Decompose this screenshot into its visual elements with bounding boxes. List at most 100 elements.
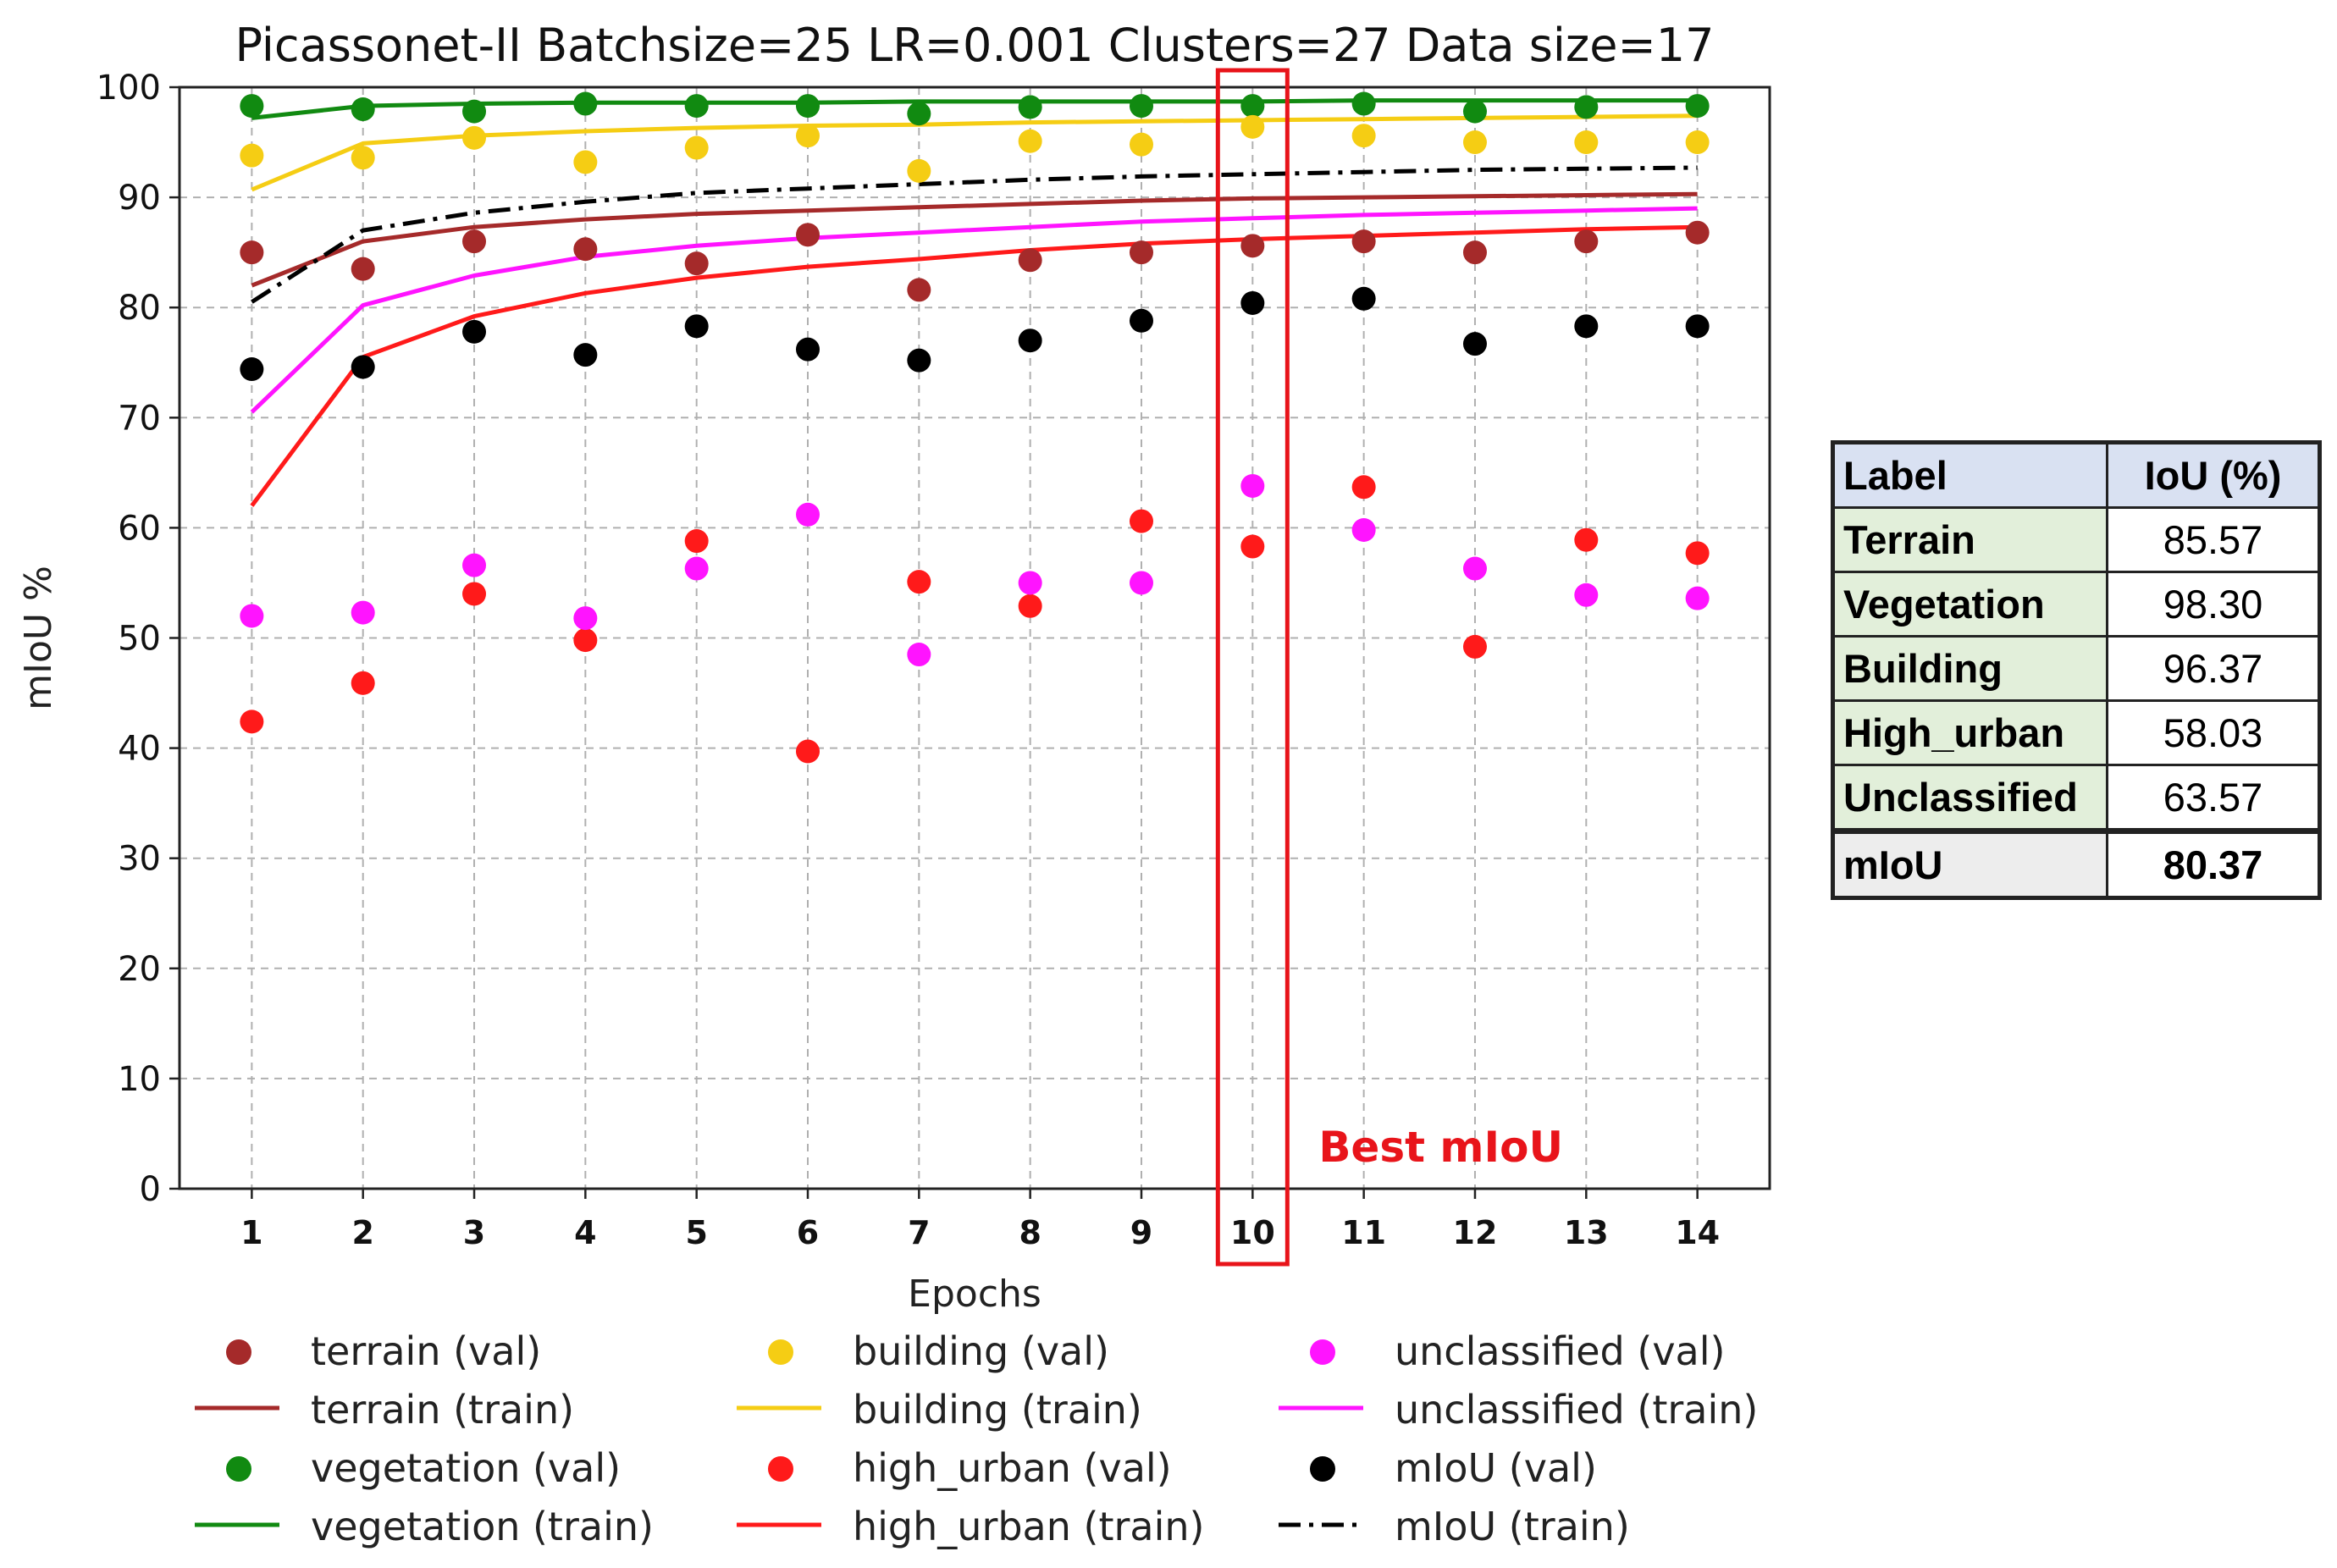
data-point: [1462, 634, 1487, 659]
data-point: [1574, 229, 1599, 254]
data-point: [684, 314, 709, 339]
data-point: [573, 150, 598, 174]
table-row-value: 96.37: [2106, 635, 2321, 702]
legend-marker: [768, 1339, 793, 1365]
best-epoch-highlight-box: [1215, 68, 1290, 1267]
y-tick-label: 70: [118, 399, 161, 438]
table-row: Vegetation 98.30: [1831, 571, 2321, 638]
data-point: [684, 556, 709, 581]
data-point: [462, 229, 487, 254]
data-point: [1462, 332, 1487, 356]
series-line-building-train: [251, 113, 1698, 192]
table-row-label: Vegetation: [1831, 571, 2108, 638]
data-point: [796, 502, 820, 527]
data-point: [462, 582, 487, 606]
table-total-row: mIoU 80.37: [1831, 828, 2321, 899]
data-point: [240, 604, 264, 628]
data-point: [684, 529, 709, 554]
data-point: [796, 223, 820, 247]
data-point: [1574, 314, 1599, 339]
data-point: [907, 570, 931, 594]
y-tick-label: 30: [118, 840, 161, 879]
y-tick-label: 40: [118, 730, 161, 769]
best-miou-label: Best mIoU: [1318, 1123, 1563, 1172]
x-tick-label: 5: [685, 1214, 707, 1251]
legend-label: unclassified (val): [1395, 1328, 1725, 1374]
table-row-value: 98.30: [2106, 571, 2321, 638]
table-row: High_urban 58.03: [1831, 699, 2321, 766]
table-row-value: 85.57: [2106, 506, 2321, 573]
data-point: [1240, 290, 1265, 315]
data-point: [351, 146, 375, 170]
data-point: [907, 278, 931, 302]
table-row-label: Terrain: [1831, 506, 2108, 573]
x-tick-label: 12: [1453, 1214, 1498, 1251]
legend-label: building (val): [853, 1328, 1109, 1374]
data-point: [351, 257, 375, 281]
data-point: [462, 125, 487, 150]
data-point: [1685, 94, 1710, 119]
legend-label: building (train): [853, 1387, 1142, 1433]
data-point: [1129, 94, 1153, 119]
data-point: [1129, 240, 1153, 265]
data-point: [1018, 329, 1042, 353]
data-point: [1685, 314, 1710, 339]
plot-area: [180, 87, 1770, 1189]
table-row-value: 58.03: [2106, 699, 2321, 766]
data-point: [1574, 582, 1599, 607]
data-point: [573, 237, 598, 262]
series-line-high-urban-train: [250, 224, 1698, 507]
table-header-value: IoU (%): [2106, 441, 2321, 509]
data-point: [1018, 95, 1042, 119]
data-point: [1574, 527, 1599, 552]
data-point: [1351, 518, 1376, 543]
legend-marker: [226, 1339, 251, 1365]
plot-frame: [178, 86, 1771, 1190]
iou-table: Label IoU (%) Terrain 85.57 Vegetation 9…: [1831, 440, 2322, 900]
data-point: [1018, 594, 1042, 618]
data-point: [1685, 220, 1710, 245]
series-line-unclassified-train: [250, 206, 1698, 414]
legend-marker: [768, 1456, 793, 1482]
data-point: [1129, 509, 1153, 533]
data-point: [573, 343, 598, 367]
data-point: [1351, 124, 1376, 148]
table-row: Unclassified 63.57: [1831, 764, 2321, 832]
table-row-label: High_urban: [1831, 699, 2108, 766]
x-tick-label: 14: [1675, 1214, 1720, 1251]
table-total-label: mIoU: [1831, 828, 2108, 899]
legend-label: vegetation (val): [311, 1445, 621, 1491]
data-point: [796, 94, 820, 119]
legend-label: unclassified (train): [1395, 1387, 1758, 1433]
y-tick-label: 50: [118, 620, 161, 659]
data-point: [1240, 114, 1265, 139]
data-point: [1351, 286, 1376, 311]
data-point: [1018, 129, 1042, 153]
data-point: [1462, 556, 1487, 581]
data-point: [240, 143, 264, 168]
data-point: [684, 94, 709, 119]
data-point: [573, 606, 598, 631]
data-point: [240, 709, 264, 734]
data-point: [1129, 132, 1153, 157]
y-axis-label: mIoU %: [17, 566, 60, 710]
legend-label: high_urban (train): [853, 1504, 1204, 1549]
table-row-value: 63.57: [2106, 764, 2321, 832]
data-point: [1240, 94, 1265, 119]
x-tick-label: 2: [351, 1214, 373, 1251]
y-tick-label: 60: [118, 509, 161, 548]
data-point: [796, 337, 820, 362]
x-tick-label: 13: [1564, 1214, 1609, 1251]
data-point: [907, 102, 931, 126]
data-point: [1574, 95, 1599, 119]
y-tick-label: 80: [118, 289, 161, 328]
data-point: [351, 355, 375, 379]
data-point: [573, 628, 598, 653]
data-point: [907, 643, 931, 667]
x-tick-label: 6: [797, 1214, 819, 1251]
table-total-value: 80.37: [2106, 828, 2321, 899]
data-point: [351, 600, 375, 625]
table-header-row: Label IoU (%): [1831, 441, 2321, 509]
data-point: [240, 357, 264, 382]
